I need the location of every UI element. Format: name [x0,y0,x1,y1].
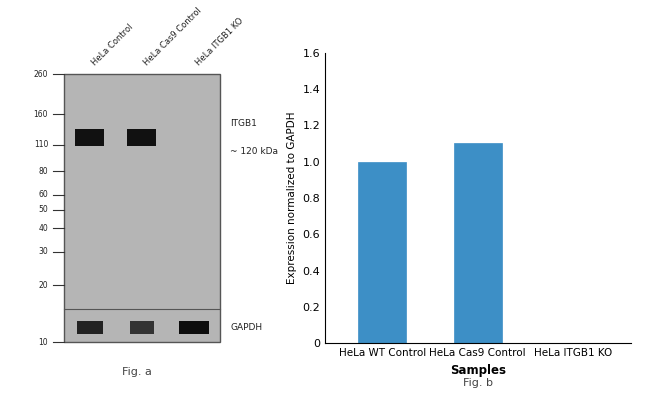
Y-axis label: Expression normalized to GAPDH: Expression normalized to GAPDH [287,112,297,284]
Text: 80: 80 [38,166,48,176]
FancyBboxPatch shape [77,321,103,334]
FancyBboxPatch shape [179,321,209,334]
Text: 30: 30 [38,247,48,256]
Text: 20: 20 [38,280,48,290]
Bar [454,143,502,343]
X-axis label: Samples: Samples [450,364,506,377]
Text: 60: 60 [38,190,48,199]
Text: ~ 120 kDa: ~ 120 kDa [230,147,278,156]
Text: 50: 50 [38,205,48,214]
Text: 260: 260 [34,69,48,79]
FancyBboxPatch shape [75,128,104,146]
FancyBboxPatch shape [127,128,156,146]
Text: 40: 40 [38,223,48,233]
Text: Fig. a: Fig. a [122,367,151,377]
FancyBboxPatch shape [64,74,220,342]
Text: 110: 110 [34,141,48,149]
Text: Fig. b: Fig. b [463,378,493,388]
Text: ITGB1: ITGB1 [230,119,257,128]
Text: 10: 10 [38,337,48,347]
Text: HeLa ITGB1 KO: HeLa ITGB1 KO [194,17,245,68]
FancyBboxPatch shape [129,321,154,334]
Text: GAPDH: GAPDH [230,323,262,332]
Text: HeLa Cas9 Control: HeLa Cas9 Control [142,6,203,68]
Text: 160: 160 [34,109,48,119]
Bar [358,162,406,343]
Text: HeLa Control: HeLa Control [90,23,135,68]
